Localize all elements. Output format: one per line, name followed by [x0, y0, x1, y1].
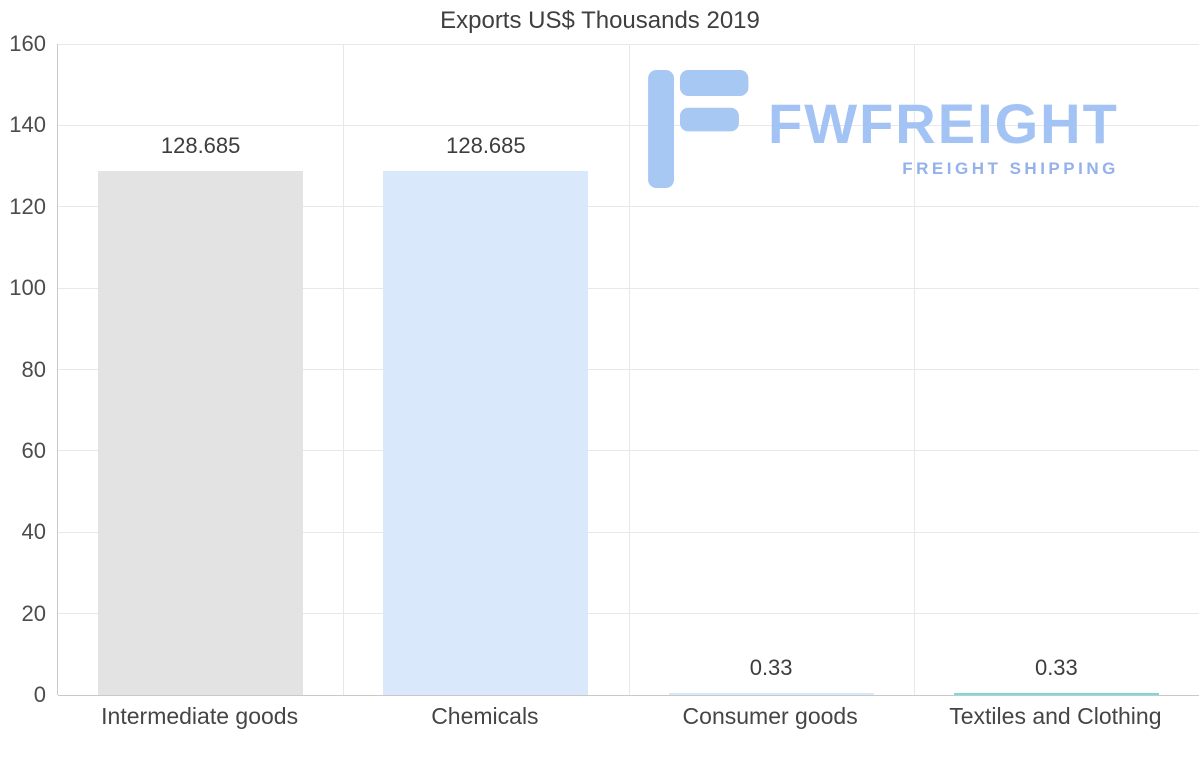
category-label: Textiles and Clothing	[949, 703, 1162, 729]
category-label: Consumer goods	[682, 703, 858, 729]
x-axis: Intermediate goods Chemicals Consumer good…	[57, 703, 1198, 730]
y-tick-label: 0	[33, 682, 46, 707]
y-tick-label: 60	[21, 437, 46, 463]
gridline-y-0	[58, 694, 1199, 696]
watermark-tagline: FREIGHT SHIPPING	[902, 159, 1119, 178]
bar-3	[953, 693, 1159, 695]
category-separator	[343, 44, 345, 695]
bar-value-label: 0.33	[1034, 655, 1078, 680]
y-axis: 0 20 40 60 80 100 120 140 160	[0, 31, 46, 707]
watermark: FWFREIGHT FREIGHT SHIPPING	[648, 70, 1119, 188]
category-separator	[628, 44, 630, 695]
y-tick-label: 120	[9, 193, 46, 219]
watermark-text: FWFREIGHT FREIGHT SHIPPING	[768, 96, 1119, 188]
y-tick-label: 40	[21, 519, 46, 545]
category-separator	[913, 44, 915, 695]
y-tick-label: 80	[21, 356, 46, 382]
y-tick-label: 100	[9, 275, 46, 301]
watermark-brand: FWFREIGHT	[768, 92, 1119, 155]
bar-value-label: 128.685	[160, 133, 241, 159]
bar-2	[668, 693, 874, 695]
plot-area: 128.685 128.685 0.33 0.33	[57, 43, 1199, 696]
bar-value-label: 128.685	[446, 133, 526, 159]
bar-0	[98, 171, 304, 695]
chart-title: Exports US$ Thousands 2019	[440, 7, 760, 34]
y-tick-label: 20	[21, 600, 46, 626]
bar-1	[383, 171, 589, 695]
logo-f-glyph	[648, 70, 749, 188]
category-label: Chemicals	[431, 703, 539, 729]
fwfreight-logo-icon	[648, 70, 749, 188]
bar-value-label: 0.33	[749, 655, 793, 680]
y-tick-label: 140	[9, 112, 46, 138]
y-tick-label: 160	[9, 31, 46, 56]
category-label: Intermediate goods	[101, 703, 299, 729]
